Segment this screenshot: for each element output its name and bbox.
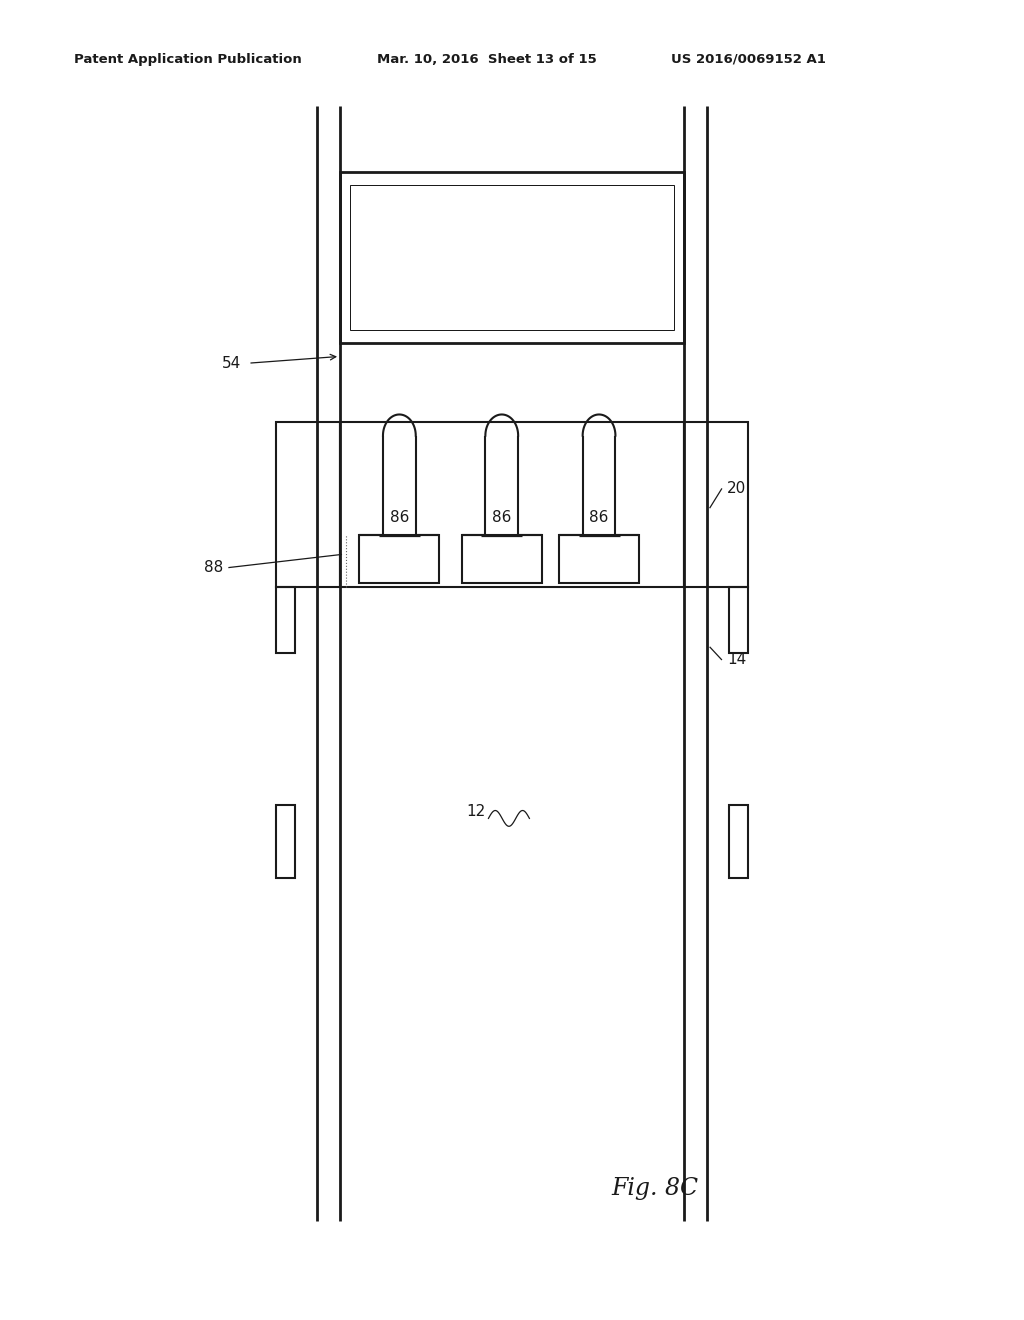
Text: 12: 12 [466, 804, 485, 820]
Text: 86: 86 [390, 510, 409, 525]
Bar [276, 422, 340, 587]
Bar [350, 185, 674, 330]
Text: Mar. 10, 2016  Sheet 13 of 15: Mar. 10, 2016 Sheet 13 of 15 [377, 53, 597, 66]
Text: Fig. 8C: Fig. 8C [611, 1176, 699, 1200]
Text: 54: 54 [221, 355, 241, 371]
Bar [559, 535, 639, 583]
Bar [729, 587, 748, 653]
Text: 86: 86 [493, 510, 511, 525]
Text: 86: 86 [590, 510, 608, 525]
Text: 20: 20 [727, 480, 746, 496]
Bar [684, 422, 748, 587]
Text: US 2016/0069152 A1: US 2016/0069152 A1 [671, 53, 825, 66]
Text: Patent Application Publication: Patent Application Publication [74, 53, 301, 66]
Text: 14: 14 [727, 652, 746, 668]
Bar [276, 587, 295, 653]
Bar [340, 422, 684, 587]
Text: 88: 88 [204, 560, 223, 576]
Bar [462, 535, 542, 583]
Bar [276, 805, 295, 878]
Bar [359, 535, 439, 583]
Bar [340, 172, 684, 343]
Bar [729, 805, 748, 878]
